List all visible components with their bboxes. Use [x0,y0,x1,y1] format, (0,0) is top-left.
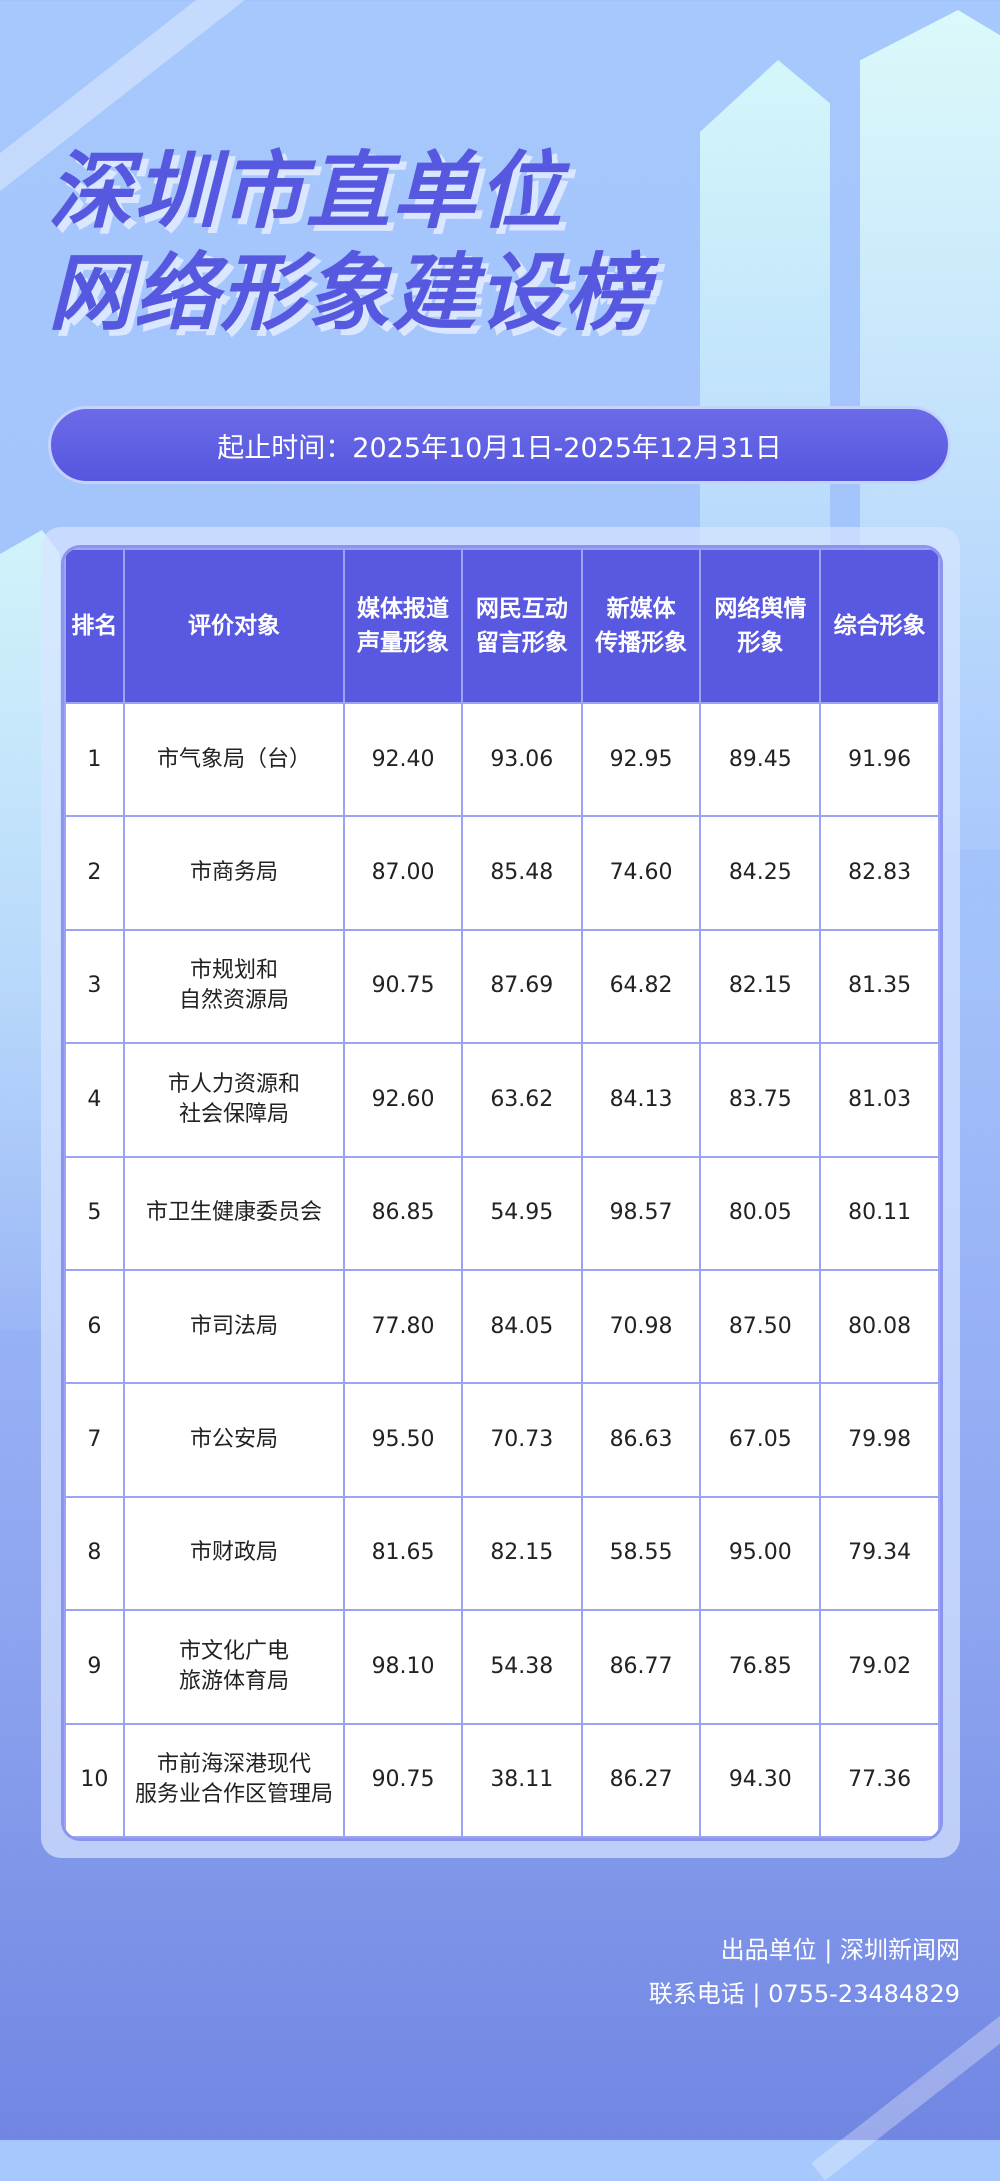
score-cell: 98.10 [343,1609,463,1725]
column-header: 媒体报道 声量形象 [343,548,463,704]
title-line-1: 深圳市直单位 [48,142,565,240]
score-cell: 86.85 [343,1155,463,1271]
score-cell: 79.02 [819,1609,940,1725]
score-cell: 87.00 [343,815,463,931]
score-cell: 84.13 [580,1042,702,1158]
footer: 出品单位 | 深圳新闻网 联系电话 | 0755-23484829 [649,1928,960,2016]
table-row: 2 市商务局 87.00 85.48 74.60 84.25 82.83 [64,815,940,931]
table-row: 3 市规划和 自然资源局 90.75 87.69 64.82 82.15 81.35 [64,928,940,1045]
unit-name-cell: 市卫生健康委员会 [122,1155,346,1271]
table-row: 1 市气象局（台） 92.40 93.06 92.95 89.45 91.96 [64,701,940,818]
score-cell: 81.03 [819,1042,940,1158]
score-cell: 87.69 [460,928,583,1045]
unit-name-cell: 市司法局 [122,1268,346,1385]
unit-name-cell: 市财政局 [122,1495,346,1612]
rank-cell: 6 [64,1268,125,1385]
rank-cell: 3 [64,928,125,1045]
score-cell: 77.36 [819,1722,940,1838]
score-cell: 38.11 [460,1722,583,1838]
unit-name-cell: 市公安局 [122,1382,346,1498]
column-header: 评价对象 [122,548,346,704]
score-cell: 77.80 [343,1268,463,1385]
score-cell: 80.08 [819,1268,940,1385]
score-cell: 81.35 [819,928,940,1045]
column-header: 综合形象 [819,548,940,704]
score-cell: 86.77 [580,1609,702,1725]
score-cell: 86.63 [580,1382,702,1498]
rank-cell: 10 [64,1722,125,1838]
score-cell: 79.98 [819,1382,940,1498]
producer-text: 出品单位 | 深圳新闻网 [720,1936,960,1964]
score-cell: 89.45 [699,701,822,818]
score-cell: 54.95 [460,1155,583,1271]
score-cell: 98.57 [580,1155,702,1271]
score-cell: 92.60 [343,1042,463,1158]
unit-name-cell: 市文化广电 旅游体育局 [122,1609,346,1725]
score-cell: 70.73 [460,1382,583,1498]
unit-name-cell: 市商务局 [122,815,346,931]
score-cell: 95.50 [343,1382,463,1498]
page-title: 深圳市直单位 网络形象建设榜 [48,140,650,344]
score-cell: 84.05 [460,1268,583,1385]
score-cell: 83.75 [699,1042,822,1158]
score-cell: 91.96 [819,701,940,818]
column-header: 网民互动 留言形象 [460,548,583,704]
score-cell: 80.11 [819,1155,940,1271]
score-cell: 54.38 [460,1609,583,1725]
score-cell: 76.85 [699,1609,822,1725]
title-line-2: 网络形象建设榜 [48,244,651,342]
score-cell: 94.30 [699,1722,822,1838]
score-cell: 93.06 [460,701,583,818]
unit-name-cell: 市前海深港现代 服务业合作区管理局 [122,1722,346,1838]
score-cell: 92.95 [580,701,702,818]
score-cell: 82.15 [460,1495,583,1612]
score-cell: 74.60 [580,815,702,931]
score-cell: 87.50 [699,1268,822,1385]
score-cell: 84.25 [699,815,822,931]
score-cell: 80.05 [699,1155,822,1271]
table-row: 8 市财政局 81.65 82.15 58.55 95.00 79.34 [64,1495,940,1612]
table-row: 5 市卫生健康委员会 86.85 54.95 98.57 80.05 80.11 [64,1155,940,1271]
column-header: 新媒体 传播形象 [580,548,702,704]
score-cell: 58.55 [580,1495,702,1612]
score-cell: 82.83 [819,815,940,931]
table-row: 6 市司法局 77.80 84.05 70.98 87.50 80.08 [64,1268,940,1385]
rank-cell: 2 [64,815,125,931]
table-header-row: 排名 评价对象 媒体报道 声量形象 网民互动 留言形象 新媒体 传播形象 网络舆情 形象 综合形象 [64,548,940,704]
table-row: 10 市前海深港现代 服务业合作区管理局 90.75 38.11 86.27 94.30 77… [64,1722,940,1838]
score-cell: 63.62 [460,1042,583,1158]
ranking-table: 排名 评价对象 媒体报道 声量形象 网民互动 留言形象 新媒体 传播形象 网络舆情 形象 综合形象 … [64,548,940,1838]
score-cell: 79.34 [819,1495,940,1612]
score-cell: 64.82 [580,928,702,1045]
rank-cell: 4 [64,1042,125,1158]
score-cell: 95.00 [699,1495,822,1612]
unit-name-cell: 市人力资源和 社会保障局 [122,1042,346,1158]
table-row: 9 市文化广电 旅游体育局 98.10 54.38 86.77 76.85 79.02 [64,1609,940,1725]
score-cell: 82.15 [699,928,822,1045]
rank-cell: 5 [64,1155,125,1271]
score-cell: 81.65 [343,1495,463,1612]
score-cell: 90.75 [343,1722,463,1838]
column-header: 排名 [64,548,125,704]
period-banner: 起止时间：2025年10月1日-2025年12月31日 [48,406,951,484]
score-cell: 86.27 [580,1722,702,1838]
column-header: 网络舆情 形象 [699,548,822,704]
table-row: 7 市公安局 95.50 70.73 86.63 67.05 79.98 [64,1382,940,1498]
rank-cell: 1 [64,701,125,818]
score-cell: 67.05 [699,1382,822,1498]
score-cell: 70.98 [580,1268,702,1385]
unit-name-cell: 市气象局（台） [122,701,346,818]
contact-text: 联系电话 | 0755-23484829 [648,1980,960,2008]
rank-cell: 8 [64,1495,125,1612]
score-cell: 92.40 [343,701,463,818]
score-cell: 90.75 [343,928,463,1045]
rank-cell: 9 [64,1609,125,1725]
score-cell: 85.48 [460,815,583,931]
period-text: 起止时间：2025年10月1日-2025年12月31日 [217,432,782,464]
unit-name-cell: 市规划和 自然资源局 [122,928,346,1045]
table-row: 4 市人力资源和 社会保障局 92.60 63.62 84.13 83.75 81.03 [64,1042,940,1158]
rank-cell: 7 [64,1382,125,1498]
